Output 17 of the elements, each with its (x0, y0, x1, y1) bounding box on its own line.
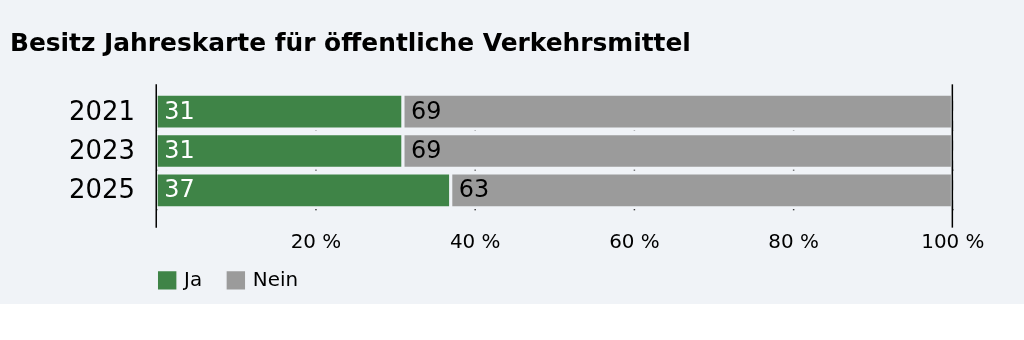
y-tick-label: 2023 (69, 134, 135, 165)
x-tick-label: 100 % (921, 230, 985, 254)
x-tick-label: 20 % (290, 230, 342, 254)
data-label: 37 (164, 175, 195, 204)
x-tick-label: 80 % (768, 230, 819, 254)
data-label: 31 (164, 96, 195, 125)
data-label: 31 (164, 135, 195, 164)
data-label: 69 (410, 135, 442, 164)
legend-label: Nein (252, 268, 299, 292)
legend-label: Ja (182, 268, 203, 292)
y-tick-label: 2025 (69, 174, 135, 205)
chart-title: Besitz Jahreskarte für öffentliche Verkehrsmittel (9, 27, 691, 57)
y-tick-label: 2021 (69, 95, 135, 126)
data-label: 63 (458, 175, 490, 204)
x-tick-label: 40 % (449, 230, 501, 254)
x-tick-label: 60 % (609, 230, 660, 254)
data-label: 69 (410, 96, 442, 125)
